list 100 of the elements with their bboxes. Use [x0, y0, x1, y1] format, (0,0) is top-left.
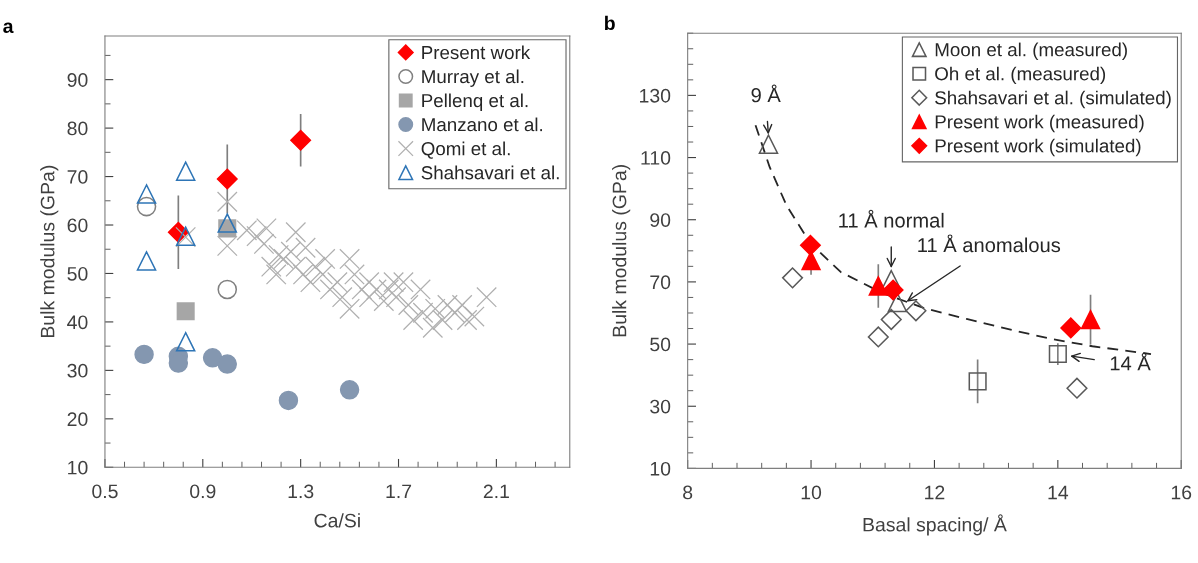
point [176, 302, 195, 321]
point [268, 244, 289, 266]
point [202, 348, 223, 368]
point [216, 235, 238, 257]
annotation: 9 Å [751, 84, 781, 103]
point [134, 344, 154, 365]
legend-label: Manzano et al. [422, 117, 543, 132]
point [868, 276, 889, 296]
point [351, 279, 373, 300]
legend-label: Moon et al. (measured) [935, 42, 1127, 61]
point [217, 213, 238, 233]
legend-label: Oh et al. (measured) [935, 66, 1106, 85]
point [175, 331, 196, 352]
point [314, 248, 336, 270]
point [1066, 377, 1088, 399]
point [397, 294, 419, 316]
point [373, 290, 395, 312]
point [1048, 344, 1067, 364]
point [758, 134, 779, 154]
point [799, 234, 821, 256]
text: b [605, 15, 615, 31]
x-axis-title: Ca/Si [314, 513, 360, 528]
point [383, 271, 404, 293]
point [253, 233, 275, 255]
legend-label: Shahsavari et al. (simulated) [935, 90, 1171, 109]
y-tick-label: 90 [67, 73, 88, 87]
text: a [3, 22, 14, 34]
y-axis-title: Bulk modulus (GPa) [40, 165, 59, 338]
point [410, 279, 431, 300]
point [339, 248, 360, 270]
x-tick-label: 0.9 [190, 484, 216, 499]
point [393, 271, 414, 293]
point [366, 279, 387, 300]
x-tick-label: 0.5 [92, 484, 118, 499]
point [344, 264, 365, 285]
point [339, 380, 360, 400]
point [867, 326, 889, 348]
point [781, 267, 804, 289]
legend-label: Present work (simulated) [935, 138, 1141, 157]
y-tick-label: 30 [67, 363, 88, 378]
point [246, 225, 267, 247]
legend-label: Shahsavari et al. [421, 165, 559, 180]
point [464, 306, 485, 327]
point [880, 308, 902, 331]
point [1060, 317, 1082, 339]
y-tick-label: 10 [68, 460, 88, 475]
y-axis-title: Bulk modulus (GPa) [612, 165, 631, 337]
point [265, 264, 287, 285]
point [412, 302, 434, 324]
y-tick-label: 30 [650, 399, 671, 414]
point [968, 372, 987, 391]
x-tick-label: 10 [801, 485, 822, 500]
legend-label: Pellenq et al. [422, 93, 528, 111]
point [1080, 309, 1101, 330]
point [216, 168, 238, 190]
point [887, 292, 908, 313]
x-tick-label: 16 [1171, 485, 1192, 500]
point [136, 196, 157, 217]
x-tick-label: 1.3 [288, 484, 314, 499]
point [385, 286, 407, 308]
point [437, 294, 458, 316]
y-tick-label: 130 [640, 88, 671, 103]
x-tick-label: 1.7 [386, 484, 412, 499]
x-axis-title: Basal spacing/ Å [863, 514, 1007, 536]
y-tick-label: 70 [650, 275, 671, 290]
point [136, 251, 157, 271]
point [260, 256, 282, 278]
point [290, 129, 312, 151]
point [358, 271, 380, 293]
x-tick-label: 2.1 [483, 484, 509, 499]
point [358, 286, 380, 308]
y-tick-label: 40 [67, 315, 88, 330]
point [327, 271, 348, 293]
point [285, 221, 307, 243]
point [331, 286, 353, 308]
point [280, 241, 302, 263]
point [882, 279, 904, 301]
x-tick-label: 8 [683, 485, 693, 500]
annotation: 14 Å [1110, 352, 1151, 371]
point [422, 317, 444, 339]
y-tick-label: 110 [641, 151, 671, 165]
point [456, 309, 478, 331]
legend-label: Present work [422, 45, 531, 60]
point [217, 354, 237, 374]
legend-label: Present work (measured) [935, 114, 1144, 133]
y-tick-label: 60 [67, 218, 88, 233]
point [444, 302, 466, 324]
point [278, 390, 299, 411]
point [216, 191, 238, 213]
point [295, 237, 316, 259]
point [378, 279, 400, 300]
point [476, 286, 497, 308]
y-tick-label: 80 [67, 121, 88, 136]
y-tick-label: 20 [67, 412, 88, 427]
point [424, 298, 446, 320]
point [319, 279, 341, 300]
y-tick-label: 90 [650, 213, 671, 227]
y-tick-label: 50 [67, 266, 88, 281]
annotation: 11 Å normal [839, 209, 944, 228]
point [402, 309, 424, 331]
